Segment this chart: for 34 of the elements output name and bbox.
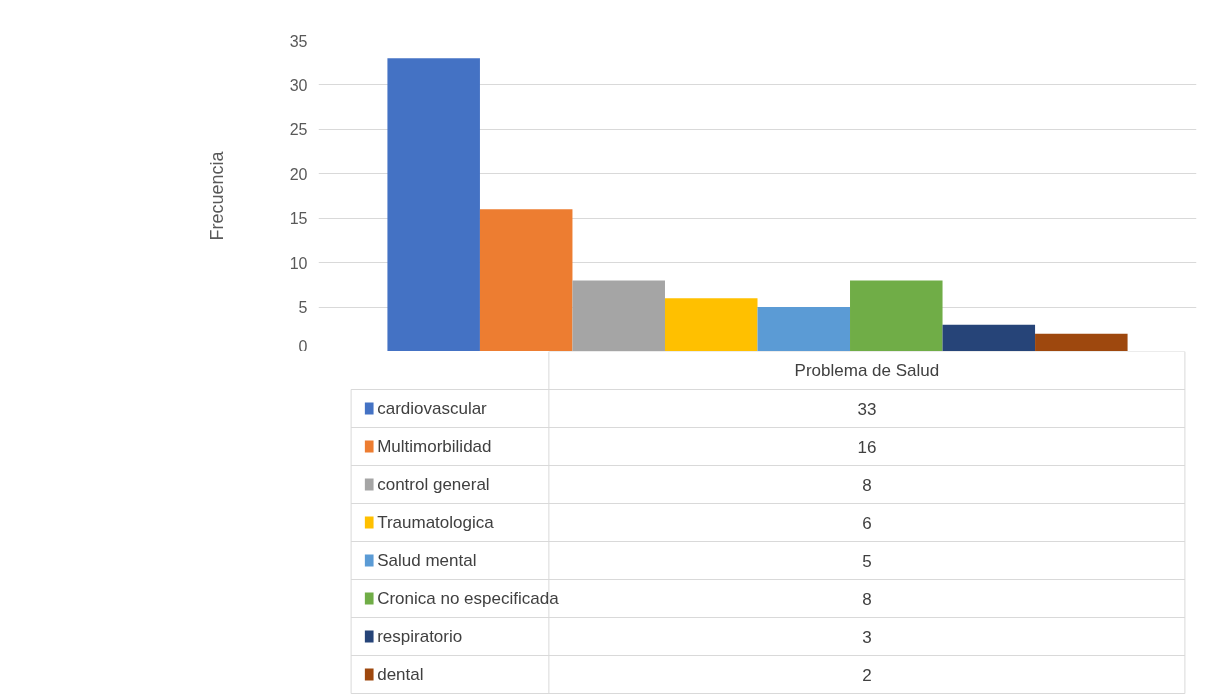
bar: [479, 209, 573, 351]
text: 8: [862, 589, 872, 609]
legend-label: Multimorbilidad: [377, 437, 492, 456]
x-tick-label: Problema de Salud: [794, 361, 940, 380]
bar: [664, 298, 758, 351]
y-tick-label: 20: [289, 165, 308, 183]
legend-label: dental: [377, 665, 424, 684]
y-tick-label: 35: [289, 32, 308, 50]
bar: [850, 280, 943, 351]
y-tick-label: 15: [289, 210, 308, 228]
y-tick-label: 25: [289, 121, 308, 139]
y-axis-title: Frecuencia: [206, 150, 227, 241]
text: 6: [862, 513, 872, 533]
bar: [387, 58, 480, 351]
legend-label: Traumatologica: [377, 513, 495, 532]
legend-label: respiratorio: [377, 627, 463, 646]
text: 5: [862, 551, 872, 571]
bar: [1035, 333, 1128, 351]
legend-label: control general: [377, 475, 490, 494]
y-tick-label: 5: [298, 299, 308, 317]
text: 16: [857, 437, 877, 457]
y-tick-label: 10: [289, 254, 308, 272]
legend-label: Salud mental: [377, 551, 477, 570]
text: 33: [857, 399, 877, 419]
y-tick-label: 30: [289, 76, 308, 94]
text: 8: [862, 475, 872, 495]
legend-label: Cronica no especificada: [377, 589, 560, 608]
y-tick-label: 0: [298, 337, 308, 355]
text: 3: [862, 627, 872, 647]
text: 2: [862, 665, 872, 685]
bar: [757, 307, 851, 351]
bar: [942, 324, 1036, 351]
bar: [572, 280, 665, 351]
legend-label: cardiovascular: [377, 399, 488, 418]
